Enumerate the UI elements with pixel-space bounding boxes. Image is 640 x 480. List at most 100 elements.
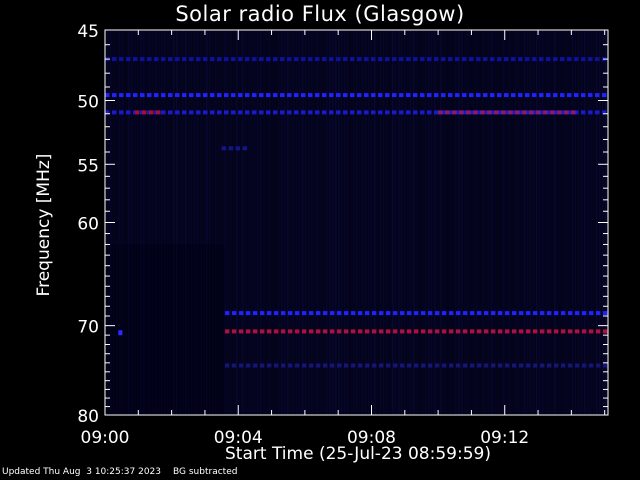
- band-segment: [434, 110, 439, 115]
- band-segment: [224, 311, 230, 316]
- noise-streak: [146, 30, 148, 415]
- band-segment: [546, 329, 552, 334]
- band-segment: [119, 57, 124, 62]
- band-segment: [539, 93, 544, 98]
- band-segment: [266, 110, 271, 115]
- band-segment: [273, 93, 278, 98]
- band-segment: [455, 329, 461, 334]
- band-segment: [483, 57, 488, 62]
- band-segment: [217, 110, 222, 115]
- noise-streak: [596, 30, 598, 415]
- band-segment: [161, 110, 166, 115]
- noise-streak: [191, 30, 193, 415]
- band-segment: [441, 93, 446, 98]
- noise-streak: [161, 30, 163, 415]
- band-segment: [448, 363, 454, 368]
- band-segment: [406, 93, 411, 98]
- band-segment: [574, 110, 579, 115]
- band-segment: [231, 93, 236, 98]
- band-segment: [336, 329, 342, 334]
- band-segment: [441, 363, 447, 368]
- noise-streak: [131, 30, 133, 415]
- y-tick-label: 55: [77, 156, 99, 176]
- band-segment: [567, 57, 572, 62]
- band-segment: [588, 329, 594, 334]
- band-segment: [399, 363, 405, 368]
- band-segment: [595, 110, 600, 115]
- band-segment: [154, 57, 159, 62]
- noise-streak: [407, 30, 409, 415]
- band-segment: [308, 311, 314, 316]
- noise-streak: [341, 30, 343, 415]
- band-segment: [445, 110, 450, 115]
- band-segment: [434, 311, 440, 316]
- band-segment: [231, 57, 236, 62]
- noise-streak: [485, 30, 487, 415]
- band-segment: [280, 57, 285, 62]
- band-segment: [245, 329, 251, 334]
- band-segment: [399, 110, 404, 115]
- band-segment: [543, 110, 548, 115]
- band-segment: [175, 93, 180, 98]
- noise-streak: [410, 30, 412, 415]
- band-segment: [371, 110, 376, 115]
- band-segment: [525, 311, 531, 316]
- noise-streak: [200, 30, 202, 415]
- noise-streak: [266, 30, 268, 415]
- noise-streak: [500, 30, 502, 415]
- band-segment: [595, 329, 601, 334]
- band-segment: [217, 93, 222, 98]
- band-segment: [350, 110, 355, 115]
- band-segment: [490, 110, 495, 115]
- band-segment: [406, 311, 412, 316]
- band-segment: [511, 110, 516, 115]
- band-segment: [420, 329, 426, 334]
- noise-streak: [416, 30, 418, 415]
- noise-streak: [578, 30, 580, 415]
- band-segment: [112, 93, 117, 98]
- band-segment: [308, 110, 313, 115]
- band-segment: [536, 110, 541, 115]
- noise-streak: [215, 30, 217, 415]
- noise-streak: [434, 30, 436, 415]
- band-segment: [196, 93, 201, 98]
- noise-streak: [389, 30, 391, 415]
- band-segment: [434, 57, 439, 62]
- noise-streak: [140, 30, 142, 415]
- band-segment: [182, 93, 187, 98]
- noise-streak: [497, 30, 499, 415]
- band-segment: [546, 57, 551, 62]
- band-segment: [602, 363, 608, 368]
- noise-streak: [218, 30, 220, 415]
- band-segment: [149, 110, 154, 115]
- band-segment: [266, 329, 272, 334]
- noise-streak: [563, 30, 565, 415]
- band-segment: [140, 93, 145, 98]
- band-segment: [142, 110, 147, 115]
- band-segment: [357, 363, 363, 368]
- band-segment: [301, 311, 307, 316]
- band-segment: [588, 110, 593, 115]
- band-segment: [154, 93, 159, 98]
- band-segment: [483, 110, 488, 115]
- band-segment: [420, 93, 425, 98]
- band-segment: [567, 93, 572, 98]
- band-segment: [399, 329, 405, 334]
- band-segment: [350, 329, 356, 334]
- band-segment: [238, 311, 244, 316]
- noise-streak: [326, 30, 328, 415]
- band-segment: [210, 110, 215, 115]
- band-segment: [228, 146, 234, 151]
- band-segment: [581, 110, 586, 115]
- band-segment: [259, 110, 264, 115]
- band-segment: [210, 93, 215, 98]
- band-segment: [231, 363, 237, 368]
- band-segment: [245, 311, 251, 316]
- band-segment: [242, 146, 248, 151]
- noise-streak: [521, 30, 523, 415]
- band-segment: [301, 93, 306, 98]
- noise-streak: [395, 30, 397, 415]
- noise-streak: [404, 30, 406, 415]
- band-segment: [588, 363, 594, 368]
- noise-streak: [431, 30, 433, 415]
